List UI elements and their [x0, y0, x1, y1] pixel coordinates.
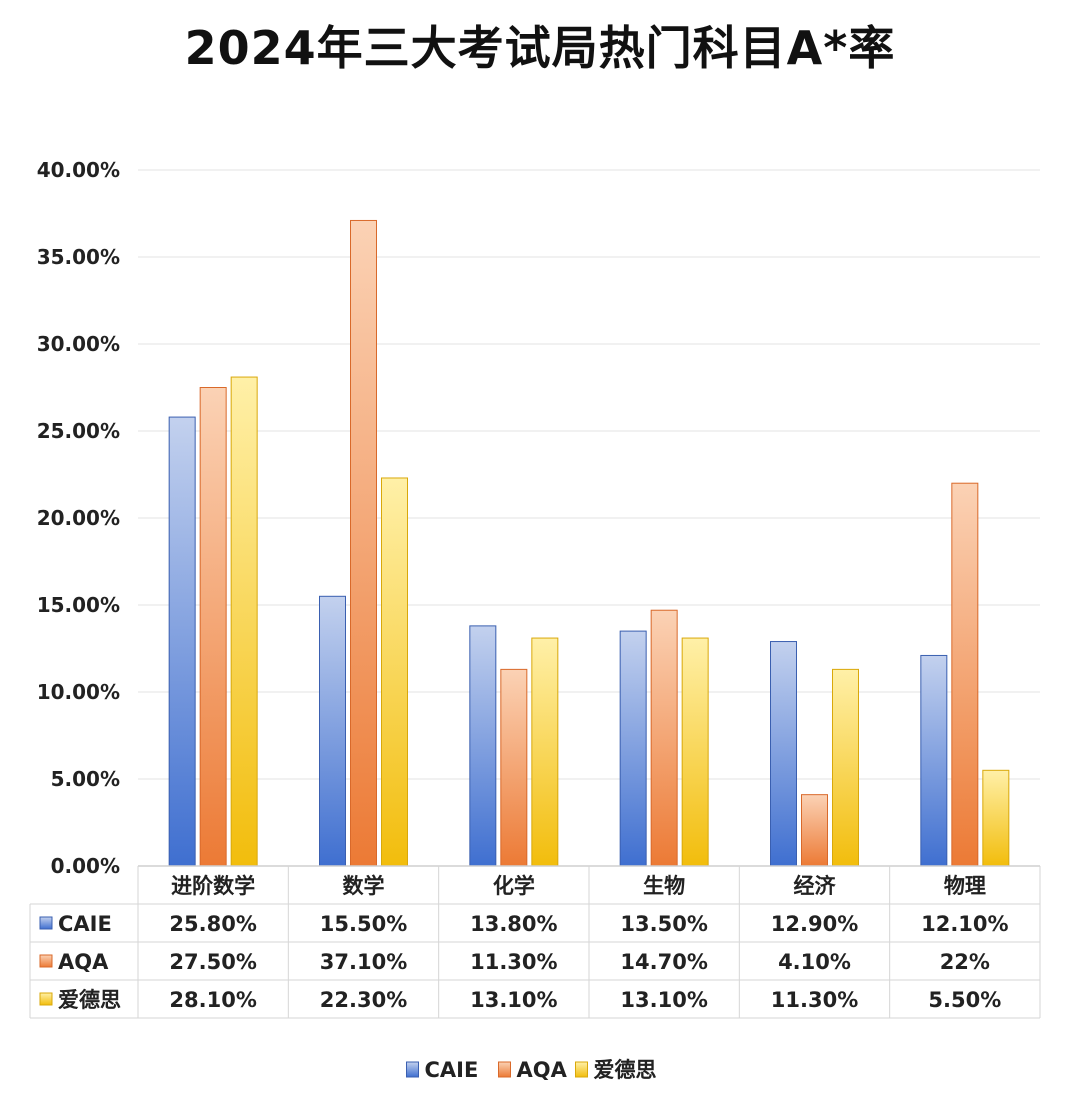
bar-CAIE-化学 — [469, 625, 497, 867]
bar-AQA-生物 — [650, 609, 678, 867]
y-tick-label: 15.00% — [37, 593, 120, 617]
legend-swatch — [498, 1061, 511, 1078]
table-cell-value: 13.50% — [620, 912, 707, 936]
data-table: 进阶数学 数学 化学 生物 经济 物理 CAIE 25.80% 15.50% 13.80% 13.5… — [29, 865, 1041, 1019]
table-series-name: 爱德思 — [58, 988, 121, 1012]
table-cell-value: 11.30% — [771, 988, 858, 1012]
legend-swatch — [575, 1061, 588, 1078]
y-tick-label: 10.00% — [37, 680, 120, 704]
y-tick-label: 5.00% — [51, 767, 120, 791]
legend-label: AQA — [517, 1058, 568, 1082]
table-cell-value: 15.50% — [320, 912, 407, 936]
category-label: 化学 — [493, 874, 535, 898]
table-cell-value: 11.30% — [470, 950, 557, 974]
bar-CAIE-生物 — [619, 630, 647, 867]
category-label: 数学 — [343, 874, 385, 898]
table-series-name: CAIE — [58, 912, 112, 936]
table-cell-value: 22% — [940, 950, 990, 974]
bar-CAIE-数学 — [319, 595, 346, 867]
bar-爱德思-进阶数学 — [230, 376, 258, 867]
table-cell-value: 13.10% — [470, 988, 557, 1012]
table-cell-value: 13.10% — [620, 988, 707, 1012]
bar-AQA-进阶数学 — [199, 387, 227, 867]
y-tick-label: 20.00% — [37, 506, 120, 530]
bar-AQA-物理 — [951, 482, 979, 867]
table-cell-value: 28.10% — [169, 988, 256, 1012]
chart-title: 2024年三大考试局热门科目A*率 — [184, 21, 896, 75]
category-label: 物理 — [944, 874, 986, 898]
bar-爱德思-数学 — [381, 477, 408, 867]
bar-AQA-化学 — [500, 668, 528, 867]
table-series-name: AQA — [58, 950, 109, 974]
category-label: 进阶数学 — [171, 874, 255, 898]
table-legend-swatch — [39, 916, 53, 930]
bar-AQA-经济 — [801, 794, 828, 867]
table-cell-value: 27.50% — [169, 950, 256, 974]
legend-label: 爱德思 — [594, 1058, 657, 1082]
y-tick-label: 40.00% — [37, 158, 120, 182]
bar-CAIE-进阶数学 — [168, 416, 196, 867]
table-cell-value: 37.10% — [320, 950, 407, 974]
y-tick-label: 25.00% — [37, 419, 120, 443]
bar-爱德思-生物 — [681, 637, 709, 867]
table-cell-value: 12.90% — [771, 912, 858, 936]
bar-CAIE-物理 — [920, 654, 948, 867]
bars — [168, 219, 1010, 867]
legend-swatch — [406, 1061, 419, 1078]
table-cell-value: 14.70% — [620, 950, 707, 974]
y-tick-label: 35.00% — [37, 245, 120, 269]
legend: CAIE AQA 爱德思 — [406, 1058, 657, 1082]
table-cell-value: 4.10% — [778, 950, 851, 974]
table-cell-value: 12.10% — [921, 912, 1008, 936]
bar-爱德思-化学 — [531, 637, 559, 867]
y-tick-label: 0.00% — [51, 854, 120, 878]
bar-爱德思-物理 — [982, 769, 1010, 867]
category-label: 经济 — [794, 874, 837, 898]
table-cell-value: 25.80% — [169, 912, 256, 936]
table-cell-value: 22.30% — [320, 988, 407, 1012]
table-cell-value: 13.80% — [470, 912, 557, 936]
bar-爱德思-经济 — [832, 668, 859, 867]
legend-label: CAIE — [425, 1058, 479, 1082]
y-tick-label: 30.00% — [37, 332, 120, 356]
bar-AQA-数学 — [350, 219, 377, 867]
y-axis-ticks: 0.00% 5.00% 10.00% 15.00% 20.00% 25.00% 30.00%… — [37, 158, 120, 878]
table-legend-swatch — [39, 954, 53, 968]
bar-CAIE-经济 — [770, 641, 797, 867]
gridlines — [138, 169, 1040, 780]
table-legend-swatch — [39, 992, 53, 1006]
category-label: 生物 — [643, 874, 685, 898]
table-cell-value: 5.50% — [928, 988, 1001, 1012]
